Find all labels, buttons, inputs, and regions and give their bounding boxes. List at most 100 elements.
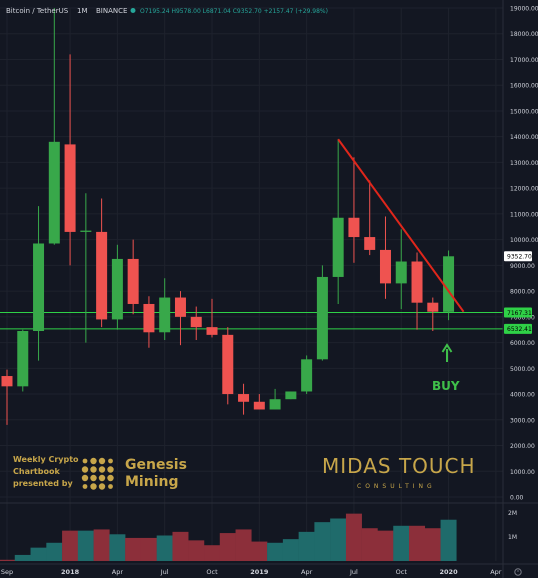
y-tick-label: 7000.00 xyxy=(510,314,535,321)
candle[interactable] xyxy=(379,216,391,299)
candle[interactable] xyxy=(64,54,76,266)
candle-body xyxy=(1,376,13,387)
candle[interactable] xyxy=(238,383,250,415)
x-tick-label: Sep xyxy=(1,568,13,576)
downtrend-line[interactable] xyxy=(337,138,465,313)
volume-bar xyxy=(393,525,410,561)
level-price-label: 6532.41 xyxy=(507,326,532,333)
volume-bar xyxy=(77,530,94,561)
candle[interactable] xyxy=(253,394,265,410)
trendline-group[interactable] xyxy=(337,138,465,313)
volume-bar xyxy=(235,529,252,561)
candle-body xyxy=(159,297,171,333)
candle[interactable] xyxy=(48,8,60,245)
level-price-badge xyxy=(504,307,532,318)
candle[interactable] xyxy=(206,298,218,338)
interval-label[interactable]: 1M xyxy=(77,7,88,15)
candle[interactable] xyxy=(33,206,45,361)
candle[interactable] xyxy=(143,296,155,348)
up-arrow-icon xyxy=(441,343,453,353)
y-tick-label: 10000.00 xyxy=(510,237,538,244)
genesis-dots-icon xyxy=(81,457,114,490)
candle-body xyxy=(17,330,29,387)
x-tick-label: 2020 xyxy=(440,568,459,576)
y-tick-label: 5000.00 xyxy=(510,366,535,373)
level-price-badge xyxy=(504,323,532,334)
horizontal-levels[interactable] xyxy=(0,312,503,330)
candle-body xyxy=(111,258,123,320)
candle[interactable] xyxy=(96,198,108,328)
grid xyxy=(0,7,503,561)
candle[interactable] xyxy=(111,244,123,330)
exchange-label: BINANCE xyxy=(96,7,127,15)
y-tick-label: 16000.00 xyxy=(510,83,538,90)
x-tick-label: 2018 xyxy=(61,568,80,576)
genesis-dot xyxy=(107,466,114,473)
candle-body xyxy=(174,297,186,317)
candle-body xyxy=(64,144,76,232)
candle-body xyxy=(33,243,45,331)
x-tick-label: Oct xyxy=(206,568,218,576)
volume-bar xyxy=(62,530,79,561)
genesis-dot xyxy=(98,457,106,465)
candle[interactable] xyxy=(364,180,376,256)
candle-body xyxy=(411,261,423,303)
genesis-dot xyxy=(98,466,106,473)
y-tick-label: 17000.00 xyxy=(510,57,538,64)
candle[interactable] xyxy=(411,252,423,330)
candle[interactable] xyxy=(17,329,29,392)
y-tick-label: 4000.00 xyxy=(510,392,535,399)
genesis-dot xyxy=(81,474,89,482)
y-tick-label: 15000.00 xyxy=(510,108,538,115)
candle[interactable] xyxy=(80,193,92,343)
genesis-name-line-1: Genesis xyxy=(125,457,187,473)
genesis-dot xyxy=(107,474,114,482)
candle[interactable] xyxy=(159,278,171,341)
genesis-dot xyxy=(108,484,113,489)
candle[interactable] xyxy=(127,239,139,315)
candle[interactable] xyxy=(285,391,297,400)
candle[interactable] xyxy=(190,306,202,341)
volume-bar xyxy=(140,537,157,561)
volume-bar xyxy=(424,528,441,561)
candle-body xyxy=(206,327,218,335)
volume-bar xyxy=(409,525,426,561)
midas-subtitle: CONSULTING xyxy=(357,483,436,490)
volume-bar xyxy=(440,519,457,561)
candle-body xyxy=(253,401,265,410)
candle-body xyxy=(316,276,328,360)
candle[interactable] xyxy=(348,157,360,263)
genesis-dot xyxy=(98,483,106,490)
buy-label: BUY xyxy=(432,379,460,393)
candle[interactable] xyxy=(332,139,344,304)
y-tick-label: 3000.00 xyxy=(510,417,535,424)
candles[interactable] xyxy=(1,8,455,425)
candle[interactable] xyxy=(443,250,455,321)
volume-bar xyxy=(314,522,331,561)
y-tick-label: 6000.00 xyxy=(510,340,535,347)
candle[interactable] xyxy=(301,355,313,395)
candle[interactable] xyxy=(1,369,13,425)
volume-bar xyxy=(330,518,347,561)
volume-bar xyxy=(345,513,362,561)
candle[interactable] xyxy=(222,327,234,405)
genesis-dot xyxy=(108,458,113,464)
genesis-caption-line-1: Weekly Crypto xyxy=(13,455,79,464)
volume-bar xyxy=(377,530,394,561)
current-price-label: 9352.70 xyxy=(507,254,532,261)
clock-settings-icon[interactable] xyxy=(514,568,522,576)
candle-body xyxy=(238,394,250,402)
midas-touch-logo: MIDAS TOUCH CONSULTING xyxy=(322,454,475,490)
candle[interactable] xyxy=(174,291,186,346)
volume-pane xyxy=(0,513,457,561)
y-tick-label: 1000.00 xyxy=(510,469,535,476)
candle-body xyxy=(269,399,281,410)
candle[interactable] xyxy=(269,388,281,410)
candle[interactable] xyxy=(427,297,439,331)
volume-bar xyxy=(188,540,205,561)
candle[interactable] xyxy=(395,229,407,310)
volume-bar xyxy=(282,539,299,561)
candle[interactable] xyxy=(316,265,328,361)
genesis-dot xyxy=(90,483,97,490)
symbol-name[interactable]: Bitcoin / TetherUS xyxy=(6,7,69,15)
